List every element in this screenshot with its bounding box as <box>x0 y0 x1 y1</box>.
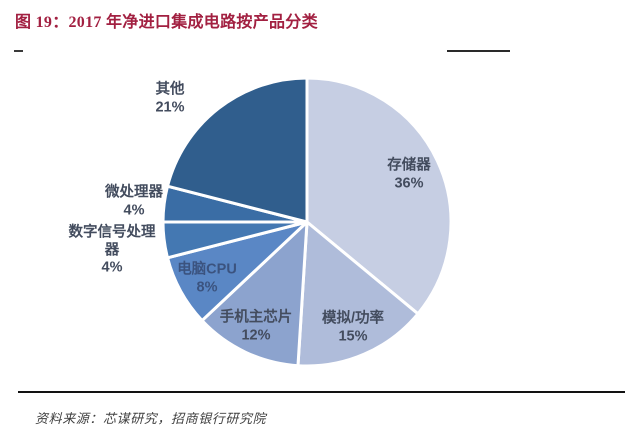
pie-slice-2 <box>200 220 309 368</box>
slice-name: 模拟/功率 <box>321 310 385 327</box>
source-note: 资料来源：芯谋研究，招商银行研究院 <box>35 411 267 426</box>
label-pc-cpu: 电脑CPU 8% <box>177 261 237 296</box>
page-rule-right <box>447 50 510 52</box>
label-dsp: 数字信号处理器 4% <box>64 224 160 277</box>
label-microprocessor: 微处理器 4% <box>105 184 163 219</box>
slice-name: 存储器 <box>387 157 431 174</box>
pie-chart <box>161 76 453 368</box>
slice-name: 其他 <box>155 81 185 98</box>
footer-rule <box>18 391 625 394</box>
slice-pct: 36% <box>394 175 424 191</box>
slice-pct: 4% <box>101 259 123 276</box>
label-others: 其他 21% <box>155 81 184 116</box>
slice-pct: 8% <box>196 279 218 295</box>
slice-name: 电脑CPU <box>177 261 237 278</box>
page-rule-left <box>14 50 23 52</box>
figure-title: 图 19：2017 年净进口集成电路按产品分类 <box>15 14 318 31</box>
label-analog-power: 模拟/功率 15% <box>322 310 384 345</box>
slice-pct: 15% <box>338 328 368 344</box>
label-phone-main-chip: 手机主芯片 12% <box>220 309 293 344</box>
pie-slice-6 <box>166 76 309 224</box>
slice-pct: 21% <box>155 99 185 115</box>
slice-name: 数字信号处理器 <box>68 224 156 259</box>
slice-pct: 4% <box>123 202 145 218</box>
pie-slice-1 <box>296 220 420 368</box>
pie-chart-area: 存储器 36% 模拟/功率 15% 手机主芯片 12% 电脑CPU 8% 数字信… <box>0 56 640 386</box>
slice-name: 手机主芯片 <box>219 309 293 326</box>
pie-slice-0 <box>305 76 453 316</box>
slice-pct: 12% <box>241 327 271 343</box>
label-memory: 存储器 36% <box>387 157 431 192</box>
slice-name: 微处理器 <box>105 184 163 201</box>
